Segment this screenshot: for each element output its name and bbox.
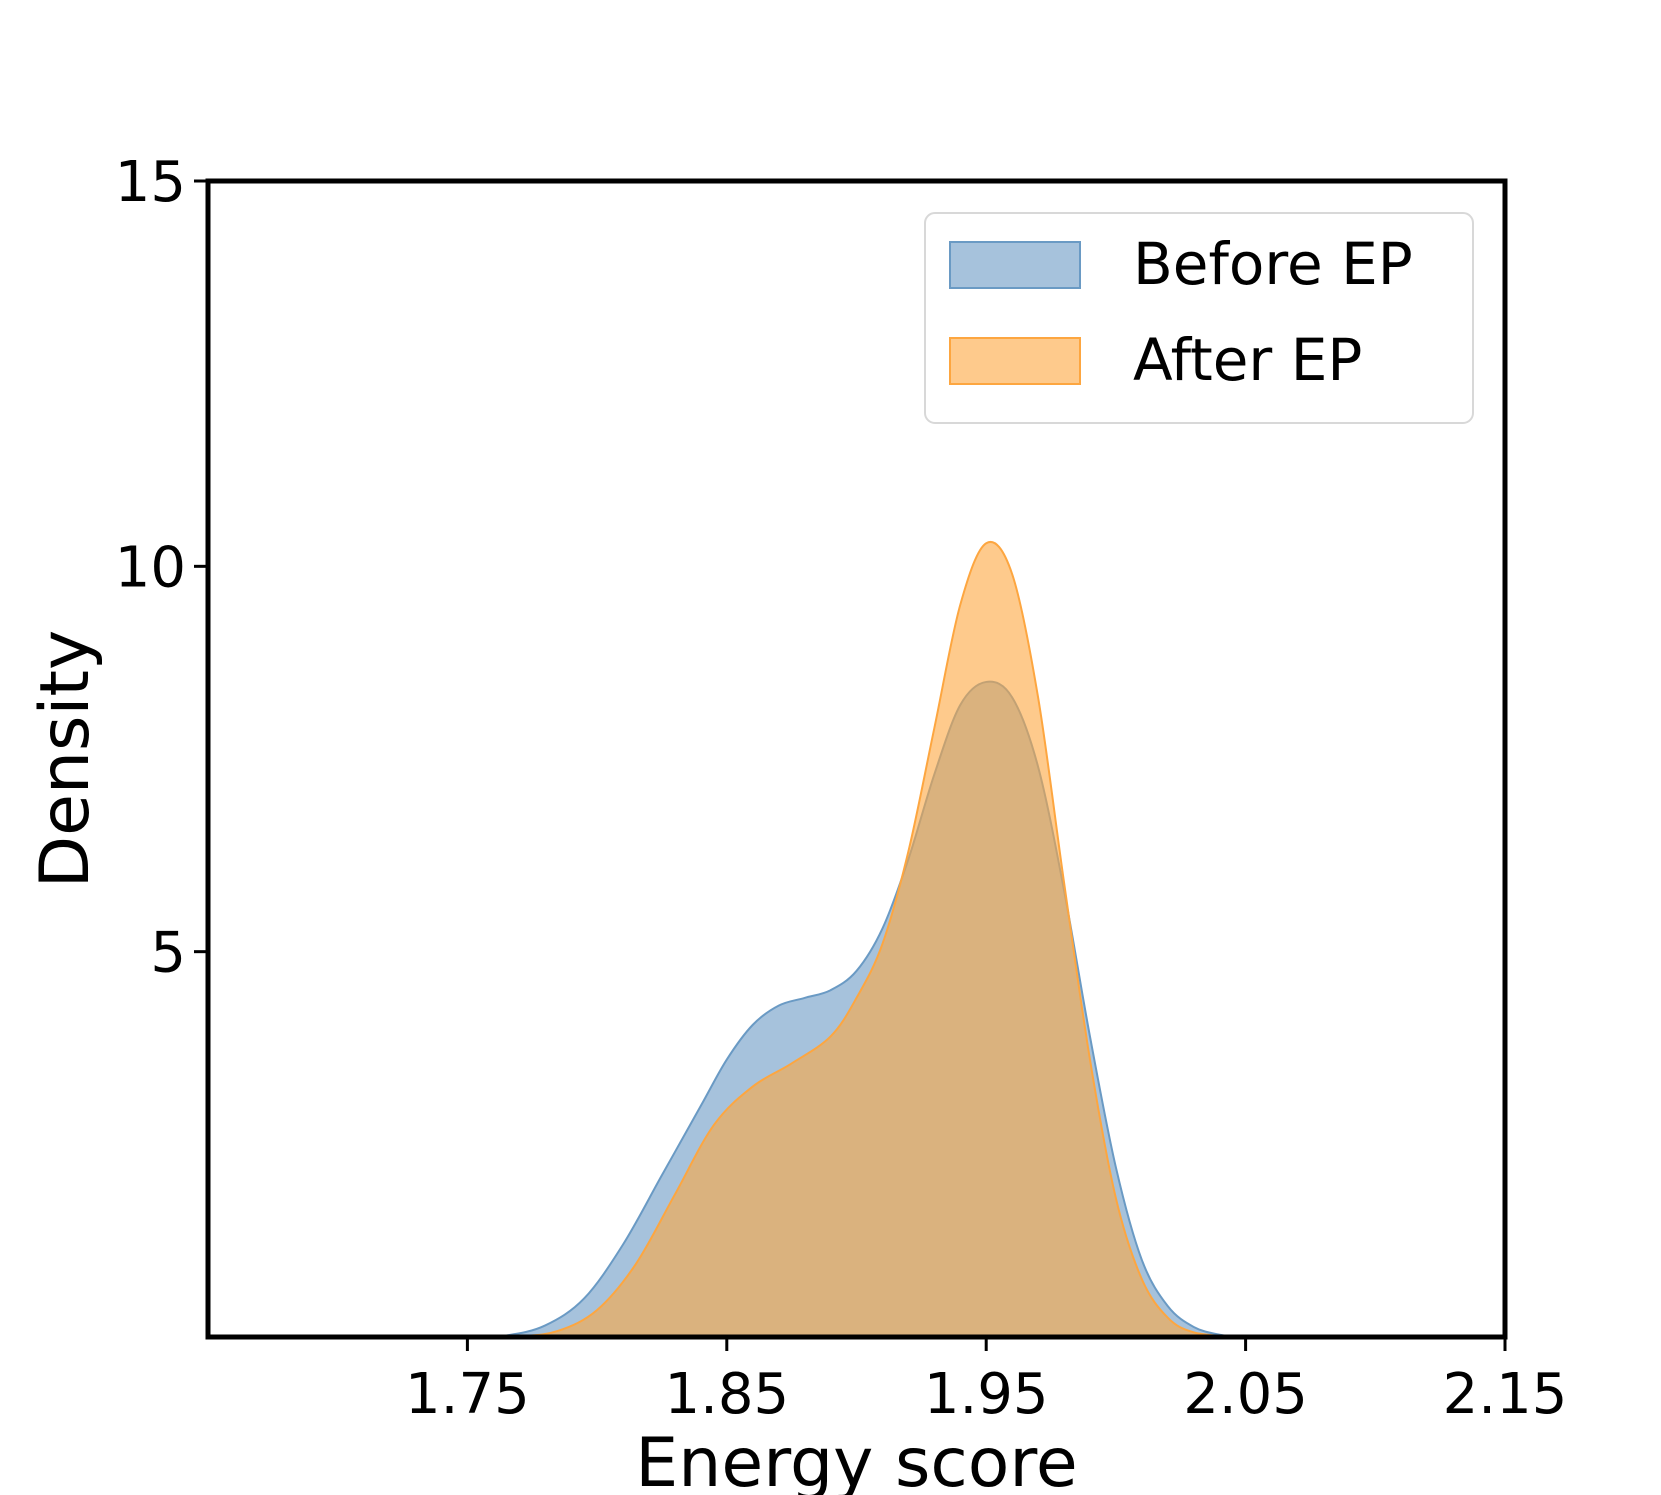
area-after-ep: [467, 541, 1233, 1338]
legend: Before EP After EP: [924, 212, 1474, 424]
x-tick-label: 1.95: [924, 1362, 1049, 1427]
legend-swatch: [949, 337, 1081, 385]
x-axis-label: Energy score: [635, 1424, 1077, 1495]
y-axis-ticks: 5 10 15: [115, 150, 208, 986]
x-tick-label: 1.75: [405, 1362, 530, 1427]
density-areas: [467, 541, 1246, 1338]
legend-label: Before EP: [1133, 230, 1413, 298]
x-tick-label: 2.05: [1183, 1362, 1308, 1427]
y-tick-label: 10: [115, 535, 186, 600]
x-axis-ticks: 1.75 1.85 1.95 2.05 2.15: [405, 1337, 1567, 1427]
legend-swatch: [949, 241, 1081, 289]
x-tick-label: 1.85: [664, 1362, 789, 1427]
x-tick-label: 2.15: [1443, 1362, 1568, 1427]
y-tick-label: 15: [115, 150, 186, 215]
legend-label: After EP: [1133, 326, 1362, 394]
y-tick-label: 5: [150, 921, 186, 986]
plot-frame: [205, 178, 1508, 1340]
y-axis-label: Density: [26, 630, 105, 889]
